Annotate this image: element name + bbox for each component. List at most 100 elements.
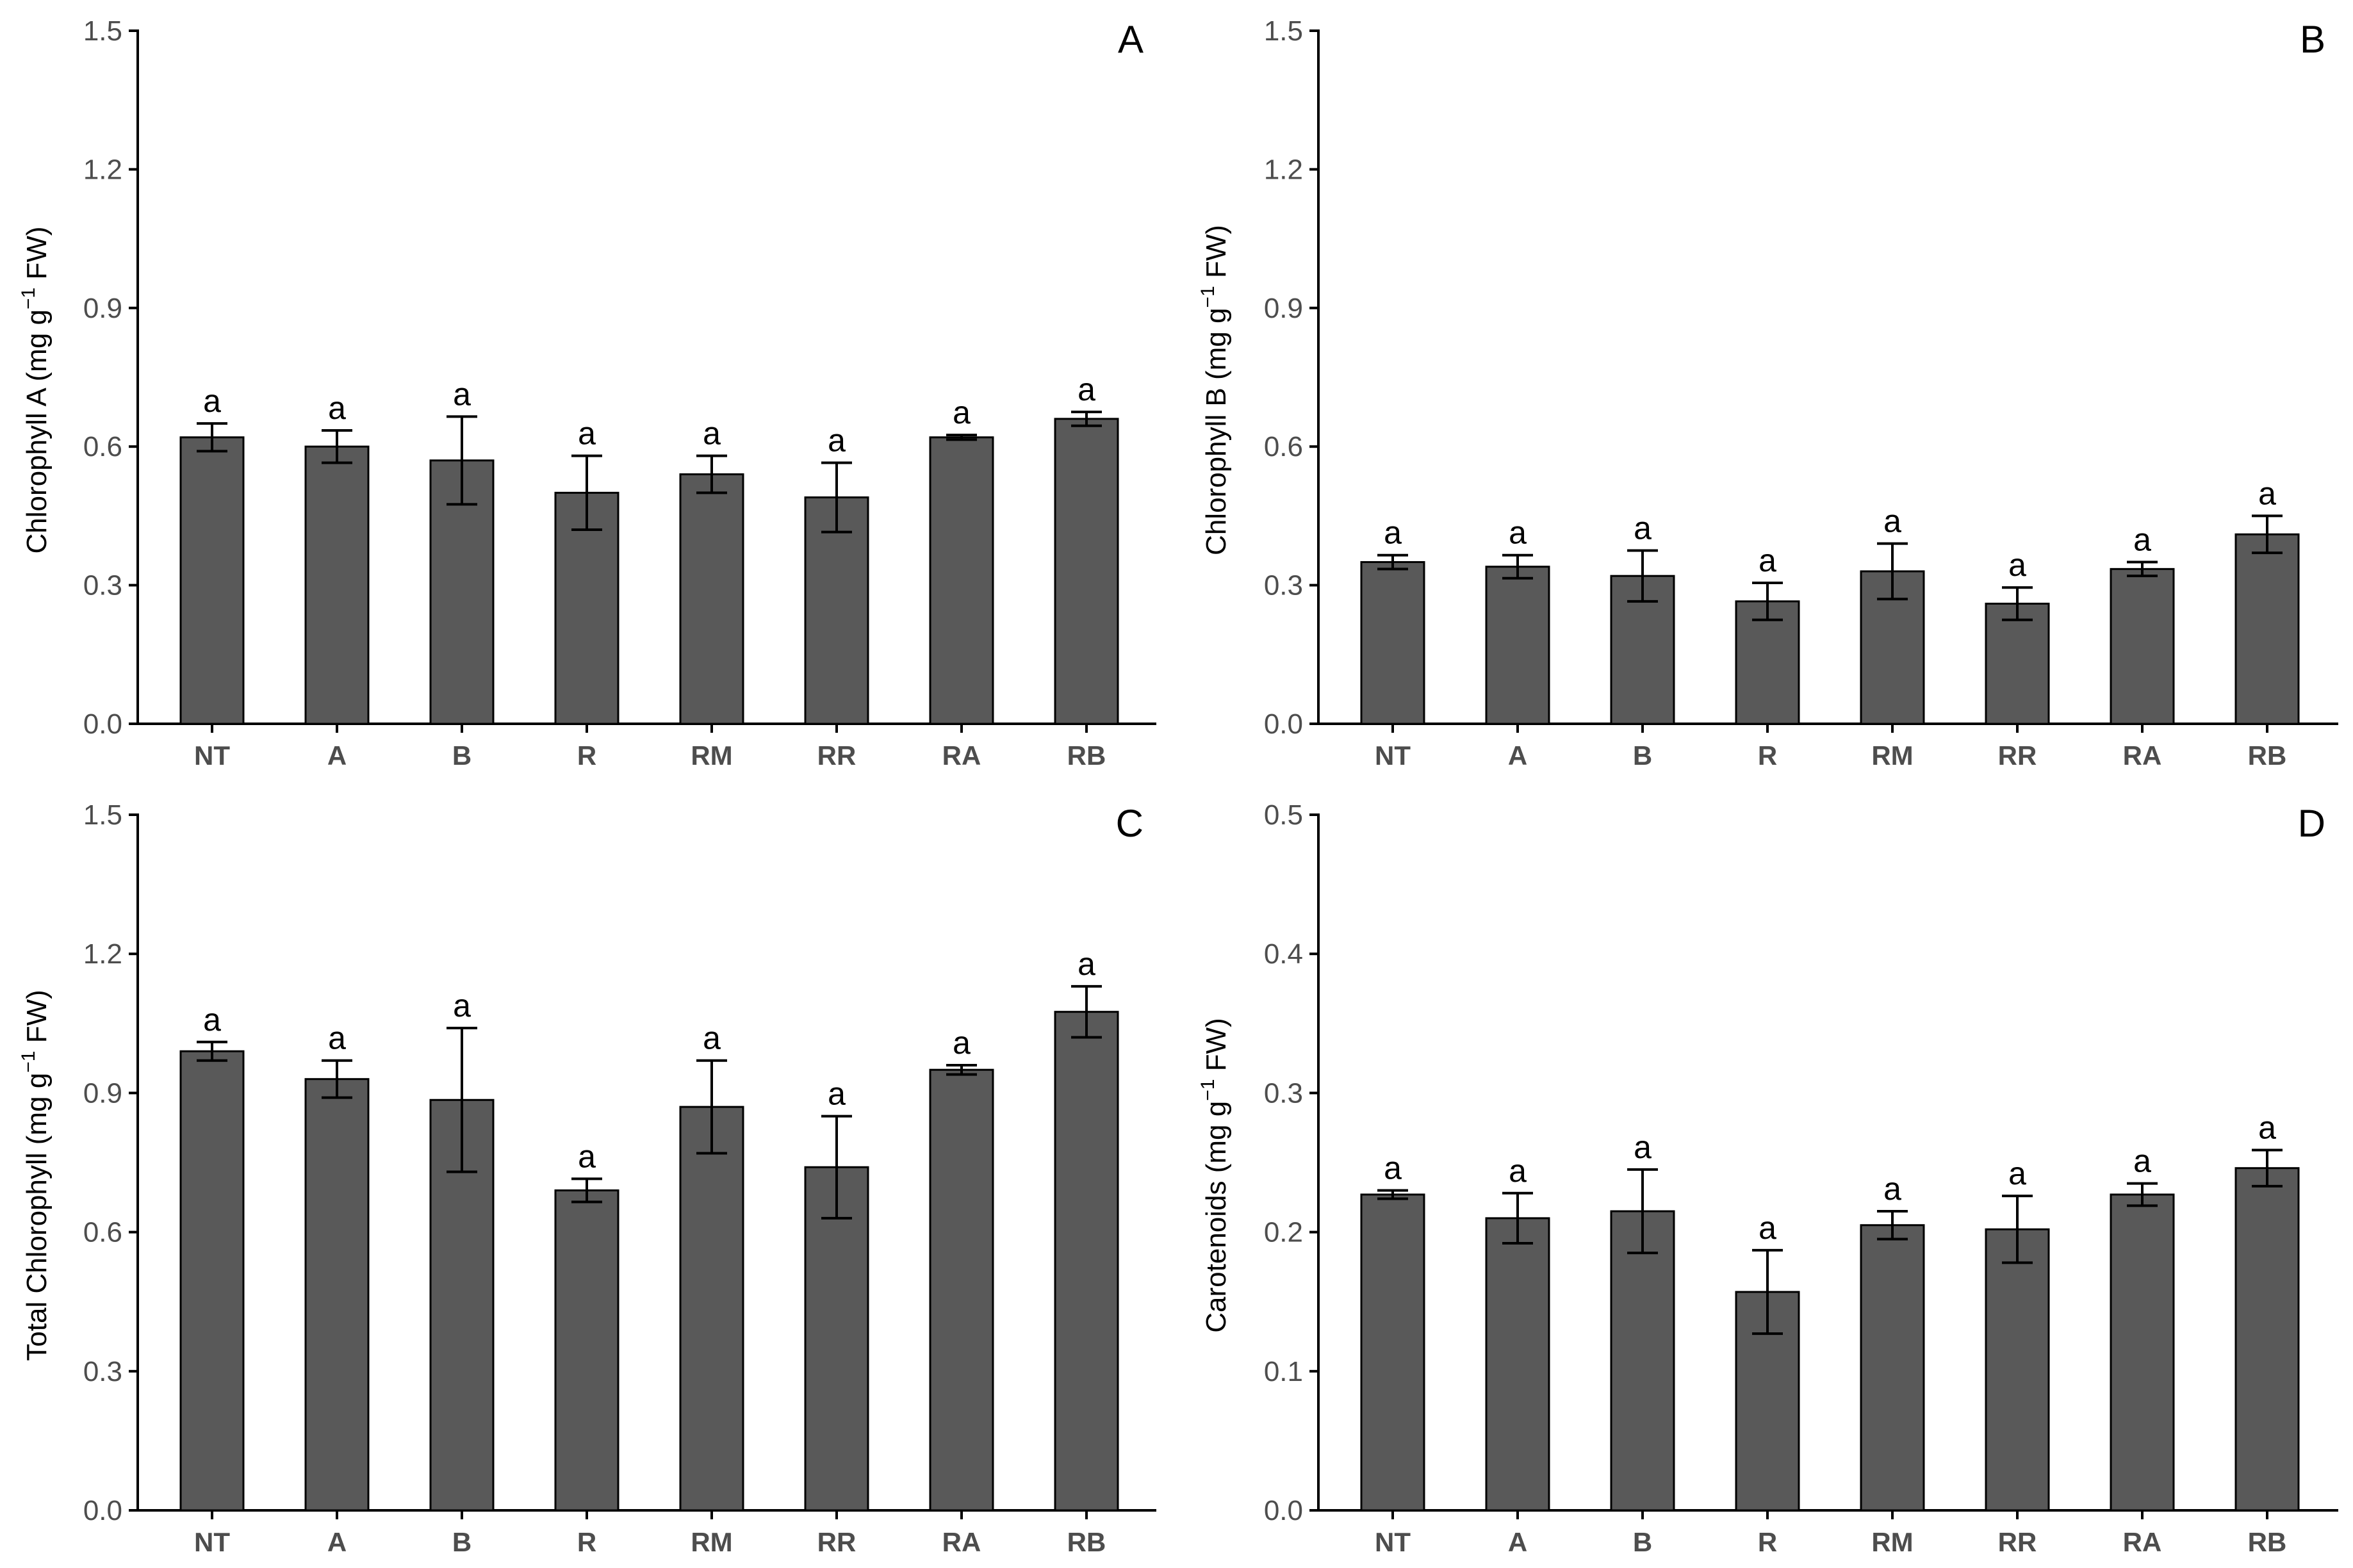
- x-tick-label-a: A: [327, 740, 347, 771]
- bar-b: [1610, 1210, 1675, 1512]
- y-axis-title-superscript: −1: [18, 288, 39, 309]
- significance-label: a: [2133, 522, 2151, 558]
- y-tick-label: 0.0: [1264, 708, 1303, 740]
- significance-label: a: [578, 1138, 596, 1174]
- significance-label: a: [1384, 515, 1402, 551]
- bar-rb: [2234, 533, 2300, 725]
- significance-label: a: [1883, 503, 1901, 539]
- y-tick-label: 1.2: [83, 938, 122, 970]
- x-tick-label-ra: RA: [942, 740, 981, 771]
- x-tick-label-b: B: [1633, 1527, 1652, 1557]
- significance-label: a: [1509, 1153, 1527, 1189]
- x-tick-label-rr: RR: [1998, 740, 2037, 771]
- y-axis-title: Carotenoids (mg g−1 FW): [1197, 1018, 1232, 1332]
- x-tick-label-nt: NT: [194, 740, 230, 771]
- significance-label: a: [1634, 510, 1652, 546]
- x-tick-label-rb: RB: [1067, 1527, 1106, 1557]
- y-axis-title-tail: FW): [21, 226, 53, 287]
- bar-nt: [1360, 1193, 1425, 1512]
- y-axis-title-main: Total Chlorophyll (mg g: [21, 1073, 53, 1361]
- panel-b: 0.0 0.3 0.6 0.9 1.2 1.5 NT a Aa Ba Ra RM a RR a RA a RB a B…: [1197, 15, 2338, 771]
- bar-rb: [2234, 1167, 2300, 1512]
- x-tick-label-b: B: [452, 740, 471, 771]
- significance-label: a: [453, 988, 471, 1024]
- y-tick-label: 0.9: [83, 293, 122, 324]
- bar-rm: [679, 473, 744, 725]
- bar-rr: [1985, 1228, 2050, 1512]
- panel-letter: B: [2300, 18, 2325, 61]
- y-tick-label: 0.3: [1264, 570, 1303, 601]
- x-tick-label-rb: RB: [1067, 740, 1106, 771]
- x-tick-label-rb: RB: [2248, 740, 2287, 771]
- y-axis-title-main: Chlorophyll B (mg g: [1201, 308, 1232, 555]
- x-tick-label-ra: RA: [2123, 740, 2162, 771]
- y-axis-title-tail: FW): [1201, 1018, 1232, 1079]
- x-tick-label-nt: NT: [194, 1527, 230, 1557]
- significance-label: a: [1759, 1210, 1776, 1246]
- y-tick-label: 0.5: [1264, 799, 1303, 831]
- significance-label: a: [453, 376, 471, 412]
- x-tick-label-rr: RR: [817, 740, 857, 771]
- panel-letter: A: [1118, 18, 1144, 61]
- bar-ra: [929, 436, 994, 725]
- significance-label: a: [1634, 1129, 1652, 1165]
- bar-rm: [1860, 1224, 1925, 1512]
- bar-nt: [179, 436, 245, 725]
- bar-rm: [679, 1106, 744, 1512]
- y-tick-label: 0.6: [1264, 431, 1303, 462]
- y-axis-title-tail: FW): [21, 990, 53, 1050]
- significance-label: a: [578, 416, 596, 452]
- y-tick-label: 0.9: [1264, 293, 1303, 324]
- significance-label: a: [203, 383, 221, 419]
- x-tick-label-a: A: [1508, 1527, 1527, 1557]
- x-tick-label-rm: RM: [1871, 1527, 1913, 1557]
- x-tick-label-a: A: [327, 1527, 347, 1557]
- x-tick-label-ra: RA: [2123, 1527, 2162, 1557]
- y-tick-label: 0.6: [83, 431, 122, 462]
- bar-rr: [1985, 602, 2050, 725]
- x-tick-label-rr: RR: [817, 1527, 857, 1557]
- bar-a: [1485, 1217, 1550, 1512]
- significance-label: a: [1883, 1171, 1901, 1207]
- x-tick-label-rm: RM: [691, 1527, 732, 1557]
- significance-label: a: [2258, 1109, 2276, 1145]
- significance-label: a: [703, 1020, 721, 1056]
- x-tick-label-r: R: [577, 1527, 596, 1557]
- significance-label: a: [328, 390, 346, 426]
- significance-label: a: [1078, 372, 1095, 407]
- y-tick-label: 0.0: [83, 708, 122, 740]
- y-tick-label: 0.3: [83, 570, 122, 601]
- bar-a: [304, 1078, 370, 1512]
- significance-label: a: [1759, 543, 1776, 578]
- y-axis-title-superscript: −1: [1197, 286, 1218, 307]
- x-tick-label-nt: NT: [1375, 740, 1411, 771]
- significance-label: a: [328, 1020, 346, 1056]
- y-axis-title-main: Carotenoids (mg g: [1201, 1101, 1232, 1333]
- x-tick-label-rr: RR: [1998, 1527, 2037, 1557]
- y-tick-label: 0.3: [83, 1356, 122, 1387]
- y-tick-label: 0.2: [1264, 1217, 1303, 1248]
- bar-rb: [1054, 1011, 1119, 1512]
- y-tick-label: 1.5: [1264, 15, 1303, 47]
- y-tick-label: 0.0: [83, 1495, 122, 1526]
- y-tick-label: 0.6: [83, 1217, 122, 1248]
- y-tick-label: 1.5: [83, 799, 122, 831]
- significance-label: a: [953, 395, 971, 430]
- x-tick-label-nt: NT: [1375, 1527, 1411, 1557]
- panel-d: 0.0 0.1 0.2 0.3 0.4 0.5 NT a Aa Ba Ra RM a RR a RA a RB a D…: [1197, 799, 2338, 1557]
- bar-r: [554, 1189, 619, 1512]
- y-tick-label: 0.3: [1264, 1077, 1303, 1109]
- y-axis-title: Chlorophyll B (mg g−1 FW): [1197, 225, 1232, 555]
- x-tick-label-r: R: [1758, 740, 1777, 771]
- panel-a: 0.0 0.3 0.6 0.9 1.2 1.5 NT a Aa Ba Ra RM a RR a RA a RB a A…: [18, 15, 1156, 771]
- y-axis-title: Chlorophyll A (mg g−1 FW): [18, 226, 53, 553]
- panel-letter: D: [2298, 802, 2325, 845]
- y-tick-label: 0.1: [1264, 1356, 1303, 1387]
- x-tick-label-ra: RA: [942, 1527, 981, 1557]
- bar-a: [1485, 566, 1550, 725]
- bar-ra: [929, 1068, 994, 1512]
- significance-label: a: [2133, 1143, 2151, 1179]
- y-tick-label: 0.4: [1264, 938, 1303, 970]
- bar-rb: [1054, 418, 1119, 725]
